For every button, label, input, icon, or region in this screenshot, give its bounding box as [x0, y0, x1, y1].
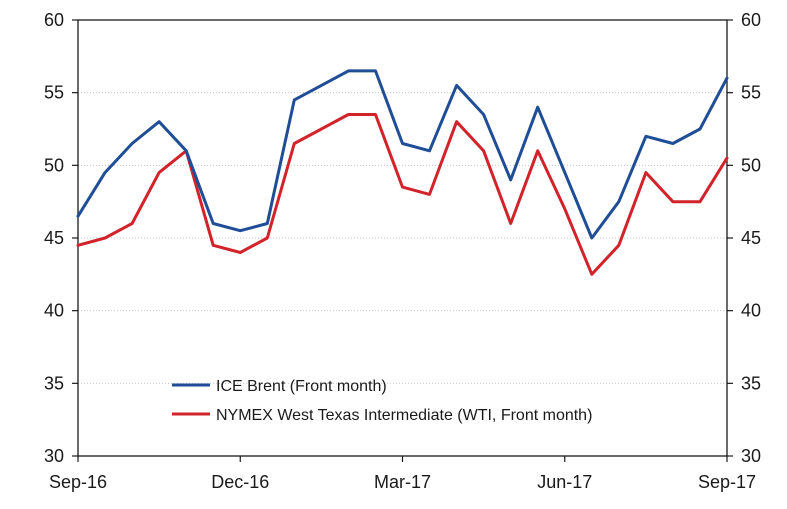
y-tick-label-left: 30: [44, 446, 64, 466]
legend-item-wti: NYMEX West Texas Intermediate (WTI, Fron…: [172, 407, 592, 424]
legend-label: ICE Brent (Front month): [216, 378, 387, 395]
legend-item-brent: ICE Brent (Front month): [172, 378, 387, 395]
x-tick-label: Dec-16: [211, 472, 269, 492]
series-lines: [76, 69, 729, 276]
x-tick-label: Sep-17: [698, 472, 756, 492]
y-tick-label-left: 45: [44, 228, 64, 248]
y-tick-label-left: 35: [44, 373, 64, 393]
x-tick-label: Mar-17: [374, 472, 431, 492]
axes: 30 30 35 35 40 40 45 45 50 50 55 55 60 60 Sep-16 Dec-16…: [44, 10, 761, 492]
y-tick-label-right: 45: [741, 228, 761, 248]
x-tick-label: Sep-16: [49, 472, 107, 492]
y-tick-label-right: 30: [741, 446, 761, 466]
gridlines: [78, 92, 727, 384]
y-tick-label-left: 40: [44, 301, 64, 321]
y-tick-label-left: 50: [44, 155, 64, 175]
y-tick-label-left: 60: [44, 10, 64, 30]
y-tick-label-right: 50: [741, 155, 761, 175]
x-tick-label: Jun-17: [537, 472, 592, 492]
legend: ICE Brent (Front month) NYMEX West Texas …: [172, 378, 592, 424]
y-tick-label-right: 35: [741, 373, 761, 393]
brent-series-line: [76, 69, 729, 240]
y-tick-label-left: 55: [44, 83, 64, 103]
legend-label: NYMEX West Texas Intermediate (WTI, Fron…: [216, 407, 592, 424]
y-tick-label-right: 60: [741, 10, 761, 30]
y-tick-label-right: 55: [741, 83, 761, 103]
y-tick-label-right: 40: [741, 301, 761, 321]
